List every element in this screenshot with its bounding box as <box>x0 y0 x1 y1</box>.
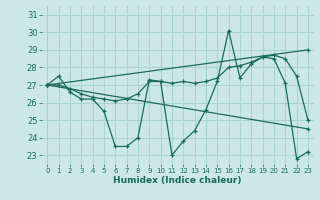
X-axis label: Humidex (Indice chaleur): Humidex (Indice chaleur) <box>113 176 242 185</box>
